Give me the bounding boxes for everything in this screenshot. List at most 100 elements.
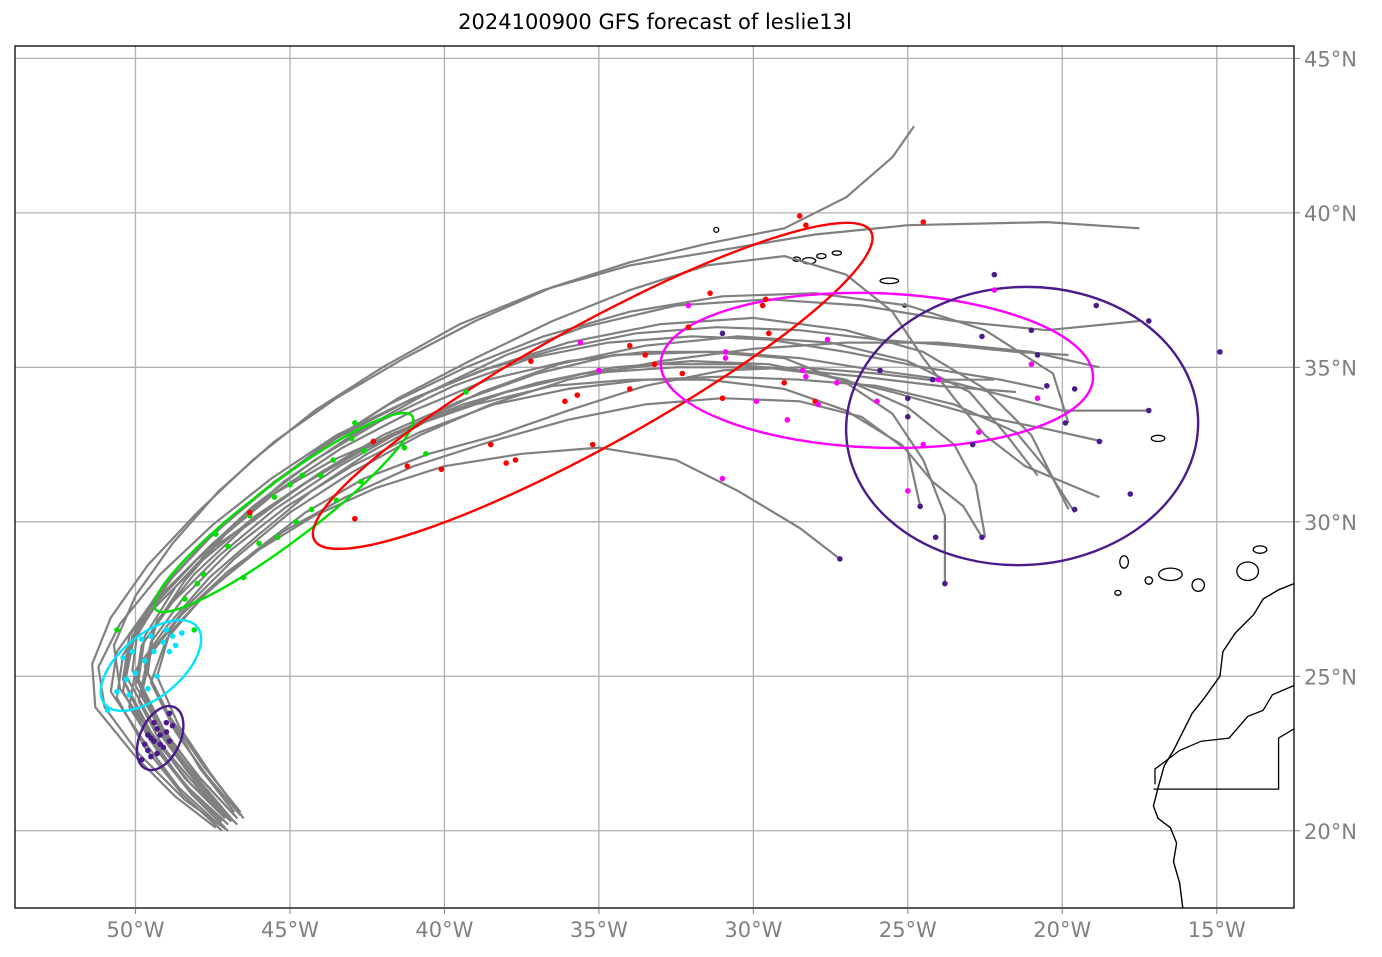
- forecast-track-line: [149, 366, 1149, 817]
- forecast-position-point: [145, 732, 151, 738]
- uncertainty-ellipse: [135, 704, 185, 772]
- lon-tick-label: 50°W: [106, 918, 164, 942]
- forecast-position-point: [753, 398, 760, 405]
- island-outline: [1191, 578, 1206, 592]
- forecast-position-point: [651, 361, 658, 368]
- forecast-position-point: [824, 336, 831, 343]
- forecast-position-point: [179, 630, 185, 636]
- forecast-track-line: [97, 316, 1070, 832]
- forecast-position-point: [1093, 302, 1100, 309]
- forecast-track-line: [115, 360, 987, 832]
- forecast-position-point: [138, 756, 145, 763]
- lon-tick-label: 15°W: [1188, 918, 1246, 942]
- forecast-position-point: [271, 494, 278, 500]
- forecast-position-point: [361, 447, 367, 454]
- forecast-position-point: [438, 466, 445, 473]
- forecast-position-point: [160, 639, 167, 646]
- forecast-position-point: [1127, 491, 1134, 497]
- lat-tick-label: 20°N: [1304, 820, 1357, 844]
- forecast-position-point: [642, 352, 649, 358]
- forecast-position-point: [762, 296, 769, 303]
- island-outline: [1252, 545, 1268, 554]
- forecast-position-point: [132, 670, 139, 676]
- forecast-position-point: [120, 654, 126, 661]
- forecast-position-point: [1071, 386, 1078, 392]
- forecast-position-point: [1044, 383, 1050, 389]
- forecast-track-line: [109, 350, 947, 826]
- forecast-position-point: [240, 574, 247, 581]
- lat-tick-label: 25°N: [1304, 665, 1357, 689]
- forecast-position-point: [815, 401, 822, 408]
- forecast-position-point: [707, 290, 713, 296]
- forecast-position-point: [920, 219, 927, 225]
- forecast-track-line: [91, 221, 1140, 829]
- lat-tick-label: 40°N: [1304, 202, 1357, 226]
- forecast-position-point: [348, 435, 355, 442]
- forecast-position-point: [991, 287, 998, 293]
- forecast-position-point: [145, 685, 151, 692]
- forecast-position-point: [929, 376, 936, 383]
- forecast-position-point: [358, 478, 364, 485]
- forecast-track-line: [121, 378, 983, 820]
- forecast-position-point: [157, 741, 164, 748]
- forecast-position-point: [191, 627, 197, 633]
- forecast-position-point: [803, 222, 809, 228]
- forecast-position-point: [200, 571, 207, 578]
- forecast-position-point: [213, 531, 219, 537]
- forecast-position-point: [352, 515, 358, 522]
- forecast-position-point: [169, 633, 176, 639]
- forecast-position-point: [225, 543, 231, 550]
- forecast-position-point: [401, 444, 408, 451]
- forecast-position-point: [151, 719, 157, 726]
- island-outline: [1144, 576, 1154, 585]
- uncertainty-ellipse: [99, 618, 203, 713]
- forecast-position-point: [935, 376, 942, 383]
- island-outline: [1119, 555, 1130, 569]
- forecast-position-point: [141, 658, 148, 664]
- forecast-position-point: [679, 370, 686, 377]
- forecast-position-point: [722, 349, 729, 355]
- forecast-position-point: [528, 358, 534, 364]
- forecast-tracks: [91, 125, 1149, 832]
- country-border: [1153, 728, 1295, 790]
- forecast-position-point: [991, 271, 998, 278]
- forecast-track-line: [134, 335, 1039, 820]
- axis-ticks: 50°W 45°W 40°W 35°W 30°W 25°W 20°W 15°W 45°N 40°N…: [106, 47, 1356, 942]
- forecast-position-point: [1071, 506, 1078, 513]
- uncertainty-ellipse: [153, 411, 415, 614]
- forecast-position-point: [154, 750, 160, 757]
- forecast-position-point: [151, 648, 157, 655]
- forecast-position-point: [1028, 361, 1035, 368]
- forecast-position-point: [799, 367, 806, 374]
- forecast-position-point: [722, 355, 729, 361]
- forecast-position-point: [299, 472, 306, 479]
- forecast-position-point: [487, 441, 494, 448]
- forecast-position-point: [169, 722, 176, 729]
- forecast-position-point: [874, 398, 880, 405]
- forecast-position-point: [148, 633, 154, 639]
- forecast-position-point: [503, 460, 510, 466]
- graticule: [15, 46, 1294, 908]
- forecast-position-point: [719, 330, 726, 337]
- forecast-position-point: [293, 518, 299, 525]
- forecast-position-point: [145, 747, 151, 754]
- forecast-position-point: [976, 429, 982, 436]
- forecast-position-point: [370, 438, 377, 445]
- map-frame: [14, 45, 1295, 909]
- forecast-position-point: [626, 342, 633, 349]
- forecast-track-line: [140, 341, 1100, 823]
- forecast-position-point: [154, 673, 160, 680]
- island-outline: [713, 226, 720, 233]
- forecast-track-line: [121, 335, 1045, 826]
- forecast-position-point: [979, 333, 985, 340]
- forecast-position-point: [172, 642, 179, 649]
- forecast-position-point: [463, 389, 469, 395]
- island-outline: [1236, 561, 1260, 582]
- forecast-position-point: [837, 556, 843, 562]
- forecast-position-point: [512, 457, 519, 463]
- forecast-position-point: [166, 738, 173, 744]
- forecast-position-point: [423, 451, 429, 457]
- forecast-position-point: [1145, 407, 1152, 414]
- island-outline: [1150, 434, 1166, 443]
